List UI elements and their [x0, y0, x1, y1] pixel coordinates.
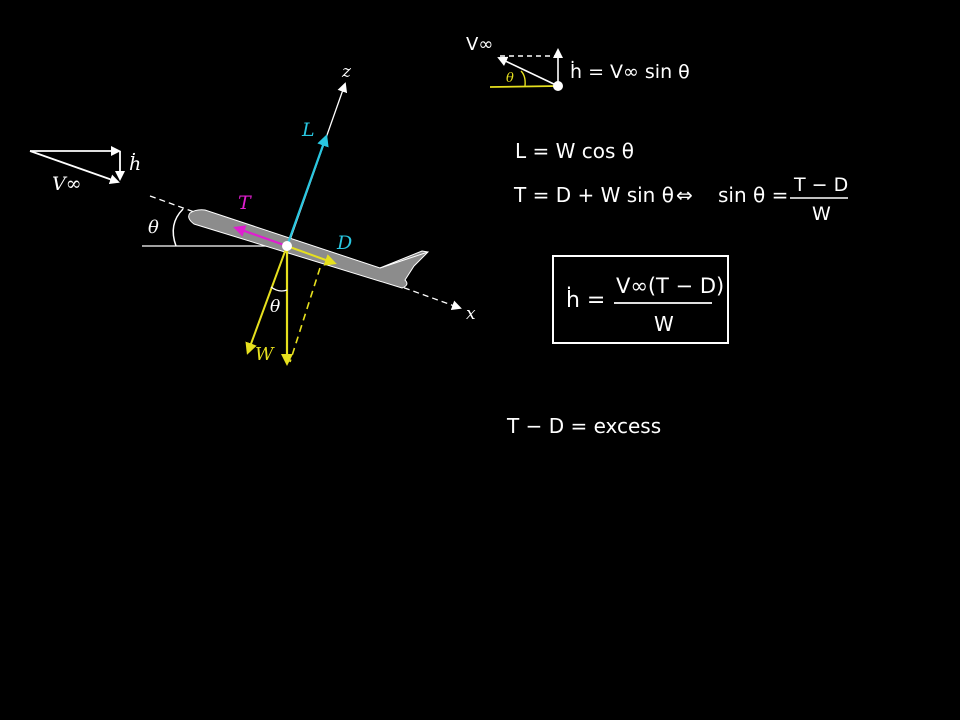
pitch-angle-arc: [172, 208, 184, 247]
lift-equation: L = W cos θ: [515, 139, 634, 163]
climb-rate-label: ḣ: [129, 152, 141, 175]
inset-velocity-vector: [497, 56, 559, 87]
z-axis-label: z: [341, 62, 352, 82]
thrust-label: T: [238, 192, 252, 214]
aircraft-shape: [188, 209, 430, 289]
inset-velocity-label: V∞: [466, 34, 493, 55]
drag-vector: [286, 245, 337, 266]
free-body-diagram: x z θ θ W L T D: [29, 62, 476, 366]
result-denominator: W: [654, 312, 674, 336]
sin-theta-denominator: W: [812, 203, 831, 225]
lift-vector: [285, 134, 329, 247]
result-numerator: V∞(T − D): [616, 274, 724, 298]
center-of-gravity-dot: [282, 241, 292, 251]
weight-angle-arc: [270, 286, 288, 292]
velocity-triangle: [29, 146, 125, 185]
equations-panel: L = W cos θ T = D + W sin θ ⇔ sin θ = T …: [506, 139, 848, 438]
inset-point: [553, 81, 563, 91]
climb-rate-inset: θ V∞ ḣ = V∞ sin θ: [466, 34, 690, 91]
result-box: [552, 255, 729, 344]
weight-component-line: [245, 245, 288, 355]
weight-label: W: [255, 344, 275, 365]
thrust-equation: T = D + W sin θ: [513, 183, 674, 207]
weight-projection-dashed: [289, 267, 321, 363]
sin-theta-numerator: T − D: [793, 174, 848, 196]
drag-label: D: [336, 232, 352, 254]
x-axis-label: x: [466, 304, 476, 324]
inset-horizontal-line: [489, 85, 559, 88]
weight-angle-label: θ: [270, 297, 280, 317]
pitch-angle-label: θ: [148, 217, 159, 238]
equivalence-symbol: ⇔: [676, 183, 693, 207]
inset-angle-arc: [520, 70, 526, 87]
excess-thrust-note: T − D = excess: [506, 414, 661, 438]
thrust-vector: [233, 225, 288, 248]
velocity-label: V∞: [52, 173, 82, 195]
sin-theta-lhs: sin θ =: [718, 183, 788, 207]
lift-label: L: [301, 119, 315, 141]
result-lhs: ḣ =: [566, 287, 605, 313]
inset-angle-label: θ: [506, 71, 514, 86]
inset-equation: ḣ = V∞ sin θ: [570, 60, 690, 83]
